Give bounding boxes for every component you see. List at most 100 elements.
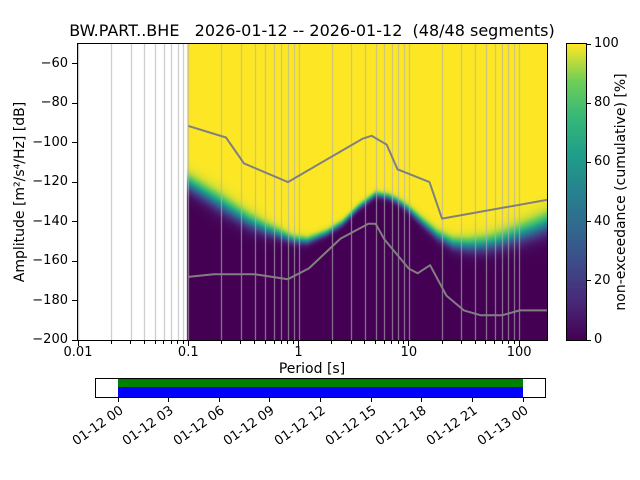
x-minor-tick-mark <box>110 341 112 344</box>
x-minor-tick-mark <box>220 341 222 344</box>
timeline-tick-mark <box>269 398 271 402</box>
colorbar-tick-mark <box>587 161 591 163</box>
x-tick-mark <box>518 341 520 346</box>
x-tick-mark <box>187 341 189 346</box>
x-minor-tick-mark <box>154 341 156 344</box>
timeline-data-strip <box>118 387 523 397</box>
y-tick-mark <box>72 142 77 144</box>
colorbar-tick-mark <box>587 339 591 341</box>
colorbar-tick-label: 20 <box>594 272 611 288</box>
x-minor-tick-mark <box>350 341 352 344</box>
x-minor-tick-mark <box>287 341 289 344</box>
timeline-tick-mark <box>421 398 423 402</box>
y-tick-label: −200 <box>32 332 68 347</box>
nhnm-noise-model-line <box>188 124 547 220</box>
timeline-tick-label-text: 01-12 00 <box>69 403 127 449</box>
x-minor-tick-mark <box>441 341 443 344</box>
plot-title: BW.PART..BHE 2026-01-12 -- 2026-01-12 (4… <box>69 21 555 40</box>
x-minor-tick-mark <box>397 341 399 344</box>
x-minor-tick-mark <box>403 341 405 344</box>
x-minor-tick-mark <box>130 341 132 344</box>
timeline-bar <box>95 378 546 398</box>
timeline-tick-mark <box>370 398 372 402</box>
x-minor-tick-mark <box>280 341 282 344</box>
colorbar-tick-label: 0 <box>594 332 603 347</box>
timeline-tick-mark <box>471 398 473 402</box>
x-tick-label: 1 <box>294 345 303 360</box>
y-tick-mark <box>72 339 77 341</box>
x-tick-label: 0.1 <box>177 345 199 360</box>
timeline-tick-label-text: 01-12 21 <box>423 403 481 449</box>
x-minor-tick-mark <box>254 341 256 344</box>
x-minor-tick-mark <box>163 341 165 344</box>
x-minor-tick-mark <box>364 341 366 344</box>
timeline-tick-label-text: 01-12 15 <box>322 403 380 449</box>
timeline-tick-label-text: 01-12 06 <box>170 403 228 449</box>
y-tick-label: −80 <box>40 95 68 111</box>
y-tick-mark <box>72 181 77 183</box>
x-tick-mark <box>77 341 79 346</box>
x-minor-tick-mark <box>293 341 294 344</box>
timeline-tick-label-text: 01-13 00 <box>474 403 532 449</box>
y-tick-mark <box>72 63 77 65</box>
timeline-tick-label-text: 01-12 12 <box>272 403 329 449</box>
x-minor-tick-mark <box>273 341 275 344</box>
y-tick-label: −180 <box>32 292 68 308</box>
colorbar-tick-label: 80 <box>594 95 611 111</box>
x-minor-tick-mark <box>513 341 515 344</box>
timeline-tick-mark <box>168 398 170 402</box>
y-tick-label: −100 <box>32 134 68 150</box>
timeline-tick-mark <box>320 398 321 402</box>
x-minor-tick-mark <box>383 341 385 344</box>
x-minor-tick-mark <box>264 341 266 344</box>
x-axis-label: Period [s] <box>278 361 346 377</box>
colorbar <box>566 43 587 341</box>
colorbar-tick-label: 60 <box>594 154 611 170</box>
x-minor-tick-mark <box>177 341 179 344</box>
timeline-used-strip <box>118 379 523 387</box>
y-tick-mark <box>72 102 77 104</box>
colorbar-tick-label: 40 <box>594 213 611 229</box>
y-tick-mark <box>72 300 77 302</box>
x-tick-label: 0.01 <box>63 345 93 360</box>
y-tick-mark <box>72 260 77 262</box>
x-minor-tick-mark <box>331 341 333 344</box>
y-tick-mark <box>72 221 77 223</box>
x-minor-tick-mark <box>143 341 145 344</box>
timeline-tick-mark <box>117 398 119 402</box>
colorbar-label: non-exceedance (cumulative) [%] <box>613 73 629 311</box>
colorbar-gradient <box>567 44 586 340</box>
x-tick-label: 100 <box>506 345 532 360</box>
x-minor-tick-mark <box>507 341 509 344</box>
timeline-tick-label-text: 01-12 18 <box>373 403 430 449</box>
plot-area <box>77 43 548 341</box>
timeline-tick-mark <box>522 398 524 402</box>
noise-model-lines <box>188 124 547 317</box>
x-minor-tick-mark <box>182 341 184 344</box>
colorbar-tick-label: 100 <box>594 36 619 51</box>
ppsd-heatmap <box>78 44 547 340</box>
x-minor-tick-mark <box>485 341 487 344</box>
colorbar-tick-mark <box>587 221 591 223</box>
x-minor-tick-mark <box>474 341 476 344</box>
x-minor-tick-mark <box>391 341 393 344</box>
x-minor-tick-mark <box>501 341 503 344</box>
nlnm-noise-model-line <box>188 222 547 317</box>
colorbar-tick-mark <box>587 43 591 45</box>
y-tick-label: −140 <box>32 213 68 229</box>
y-tick-label: −60 <box>40 55 68 71</box>
x-tick-label: 10 <box>400 345 418 360</box>
x-minor-tick-mark <box>460 341 462 344</box>
y-tick-label: −120 <box>32 174 68 190</box>
timeline-tick-mark <box>218 398 220 402</box>
x-minor-tick-mark <box>375 341 377 344</box>
x-tick-mark <box>408 341 410 346</box>
x-minor-tick-mark <box>240 341 242 344</box>
colorbar-tick-mark <box>587 280 591 282</box>
timeline-tick-label-text: 01-12 03 <box>120 403 177 449</box>
colorbar-tick-mark <box>587 102 591 104</box>
x-minor-tick-mark <box>170 341 172 344</box>
timeline-tick-label-text: 01-12 09 <box>221 403 278 449</box>
x-minor-tick-mark <box>494 341 496 344</box>
